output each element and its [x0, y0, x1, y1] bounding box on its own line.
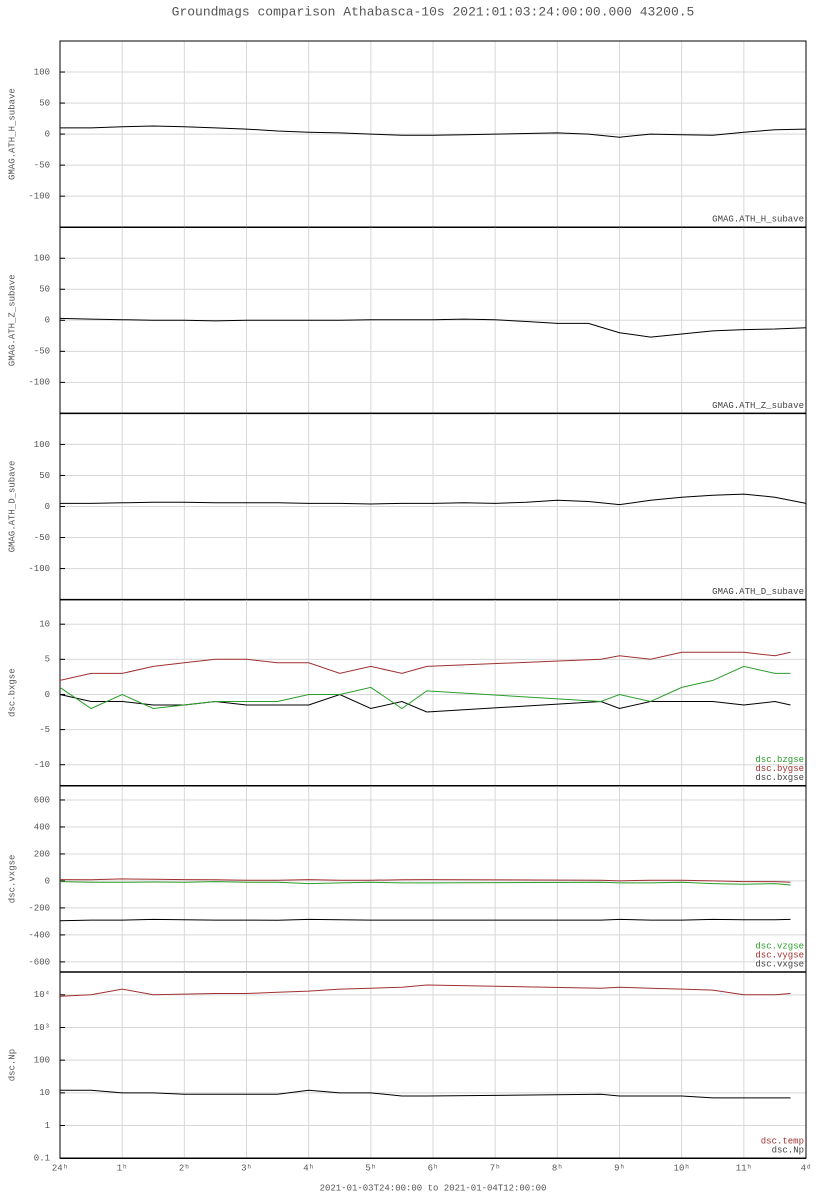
y-tick-label: -100 — [28, 192, 50, 202]
y-tick-label: -5 — [39, 725, 50, 735]
legend-entry: dsc.bzgse — [755, 755, 804, 765]
y-tick-label: 10⁴ — [34, 989, 50, 1000]
y-tick-label: -10 — [34, 760, 50, 770]
legend-entry: dsc.bygse — [755, 764, 804, 774]
y-tick-label: 0.1 — [34, 1154, 50, 1164]
y-axis-label: dsc.Np — [7, 1049, 17, 1081]
x-tick-label: 2ʰ — [179, 1164, 190, 1174]
y-tick-label: 50 — [39, 471, 50, 481]
legend-entry: dsc.vxgse — [755, 959, 804, 969]
y-tick-label: -100 — [28, 564, 50, 574]
y-tick-label: 10 — [39, 620, 50, 630]
y-tick-label: -200 — [28, 903, 50, 913]
y-tick-label: 5 — [45, 655, 50, 665]
y-axis-label: GMAG.ATH_Z_subave — [7, 274, 17, 366]
x-tick-label: 6ʰ — [428, 1164, 439, 1174]
y-tick-label: 50 — [39, 285, 50, 295]
y-tick-label: 0 — [45, 316, 50, 326]
x-tick-label: 9ʰ — [614, 1164, 625, 1174]
y-tick-label: 0 — [45, 129, 50, 139]
y-tick-label: 0 — [45, 690, 50, 700]
series-line — [59, 651, 791, 681]
y-axis-label: dsc.bxgse — [7, 668, 17, 717]
x-tick-label: 3ʰ — [241, 1164, 252, 1174]
series-line — [59, 317, 807, 338]
legend-entry: dsc.vygse — [755, 950, 804, 960]
legend-entry: GMAG.ATH_H_subave — [712, 215, 804, 225]
y-tick-label: 100 — [34, 254, 50, 264]
y-tick-label: 0 — [45, 876, 50, 886]
y-tick-label: -50 — [34, 161, 50, 171]
series-line — [60, 125, 807, 138]
y-tick-label: -600 — [28, 957, 50, 967]
legend-entry: GMAG.ATH_D_subave — [712, 587, 804, 597]
y-tick-label: 10 — [39, 1088, 50, 1098]
y-axis-label: GMAG.ATH_H_subave — [7, 88, 17, 180]
x-tick-label: 5ʰ — [365, 1164, 376, 1174]
legend-entry: dsc.bxgse — [755, 773, 804, 783]
page-title: Groundmags comparison Athabasca-10s 2021… — [172, 4, 695, 19]
y-tick-label: -100 — [28, 378, 50, 388]
x-tick-label: 11ʰ — [736, 1164, 752, 1174]
y-tick-label: 0 — [45, 502, 50, 512]
y-tick-label: -50 — [34, 347, 50, 357]
series-line — [59, 665, 791, 710]
y-tick-label: 600 — [34, 795, 50, 805]
y-axis-label: GMAG.ATH_D_subave — [7, 461, 17, 553]
y-tick-label: -50 — [34, 533, 50, 543]
y-tick-label: 50 — [39, 98, 50, 108]
y-tick-label: 400 — [34, 822, 50, 832]
y-axis-label: dsc.vxgse — [7, 855, 17, 904]
legend-entry: dsc.temp — [761, 1137, 804, 1147]
series-line — [59, 878, 791, 883]
y-tick-label: -400 — [28, 930, 50, 940]
y-tick-label: 200 — [34, 849, 50, 859]
series-line — [60, 493, 807, 506]
y-tick-label: 100 — [34, 440, 50, 450]
x-tick-label: 1ʰ — [117, 1164, 128, 1174]
x-tick-label: 4ᵈ — [801, 1164, 812, 1174]
series-line — [60, 1089, 791, 1099]
x-tick-label: 24ʰ — [52, 1164, 68, 1174]
x-axis-label: 2021-01-03T24:00:00 to 2021-01-04T12:00:… — [320, 1183, 547, 1193]
y-tick-label: 1 — [45, 1121, 50, 1131]
series-line — [59, 693, 791, 713]
legend-entry: dsc.Np — [772, 1146, 804, 1156]
x-tick-label: 7ʰ — [490, 1164, 501, 1174]
y-tick-label: 100 — [34, 67, 50, 77]
x-tick-label: 4ʰ — [303, 1164, 314, 1174]
legend-entry: GMAG.ATH_Z_subave — [712, 401, 804, 411]
y-tick-label: 100 — [34, 1056, 50, 1066]
x-tick-label: 10ʰ — [674, 1164, 690, 1174]
series-line — [59, 881, 791, 886]
y-tick-label: 10³ — [34, 1023, 50, 1033]
series-line — [59, 984, 791, 997]
legend-entry: dsc.vzgse — [755, 941, 804, 951]
x-tick-label: 8ʰ — [552, 1164, 563, 1174]
series-line — [59, 918, 791, 922]
